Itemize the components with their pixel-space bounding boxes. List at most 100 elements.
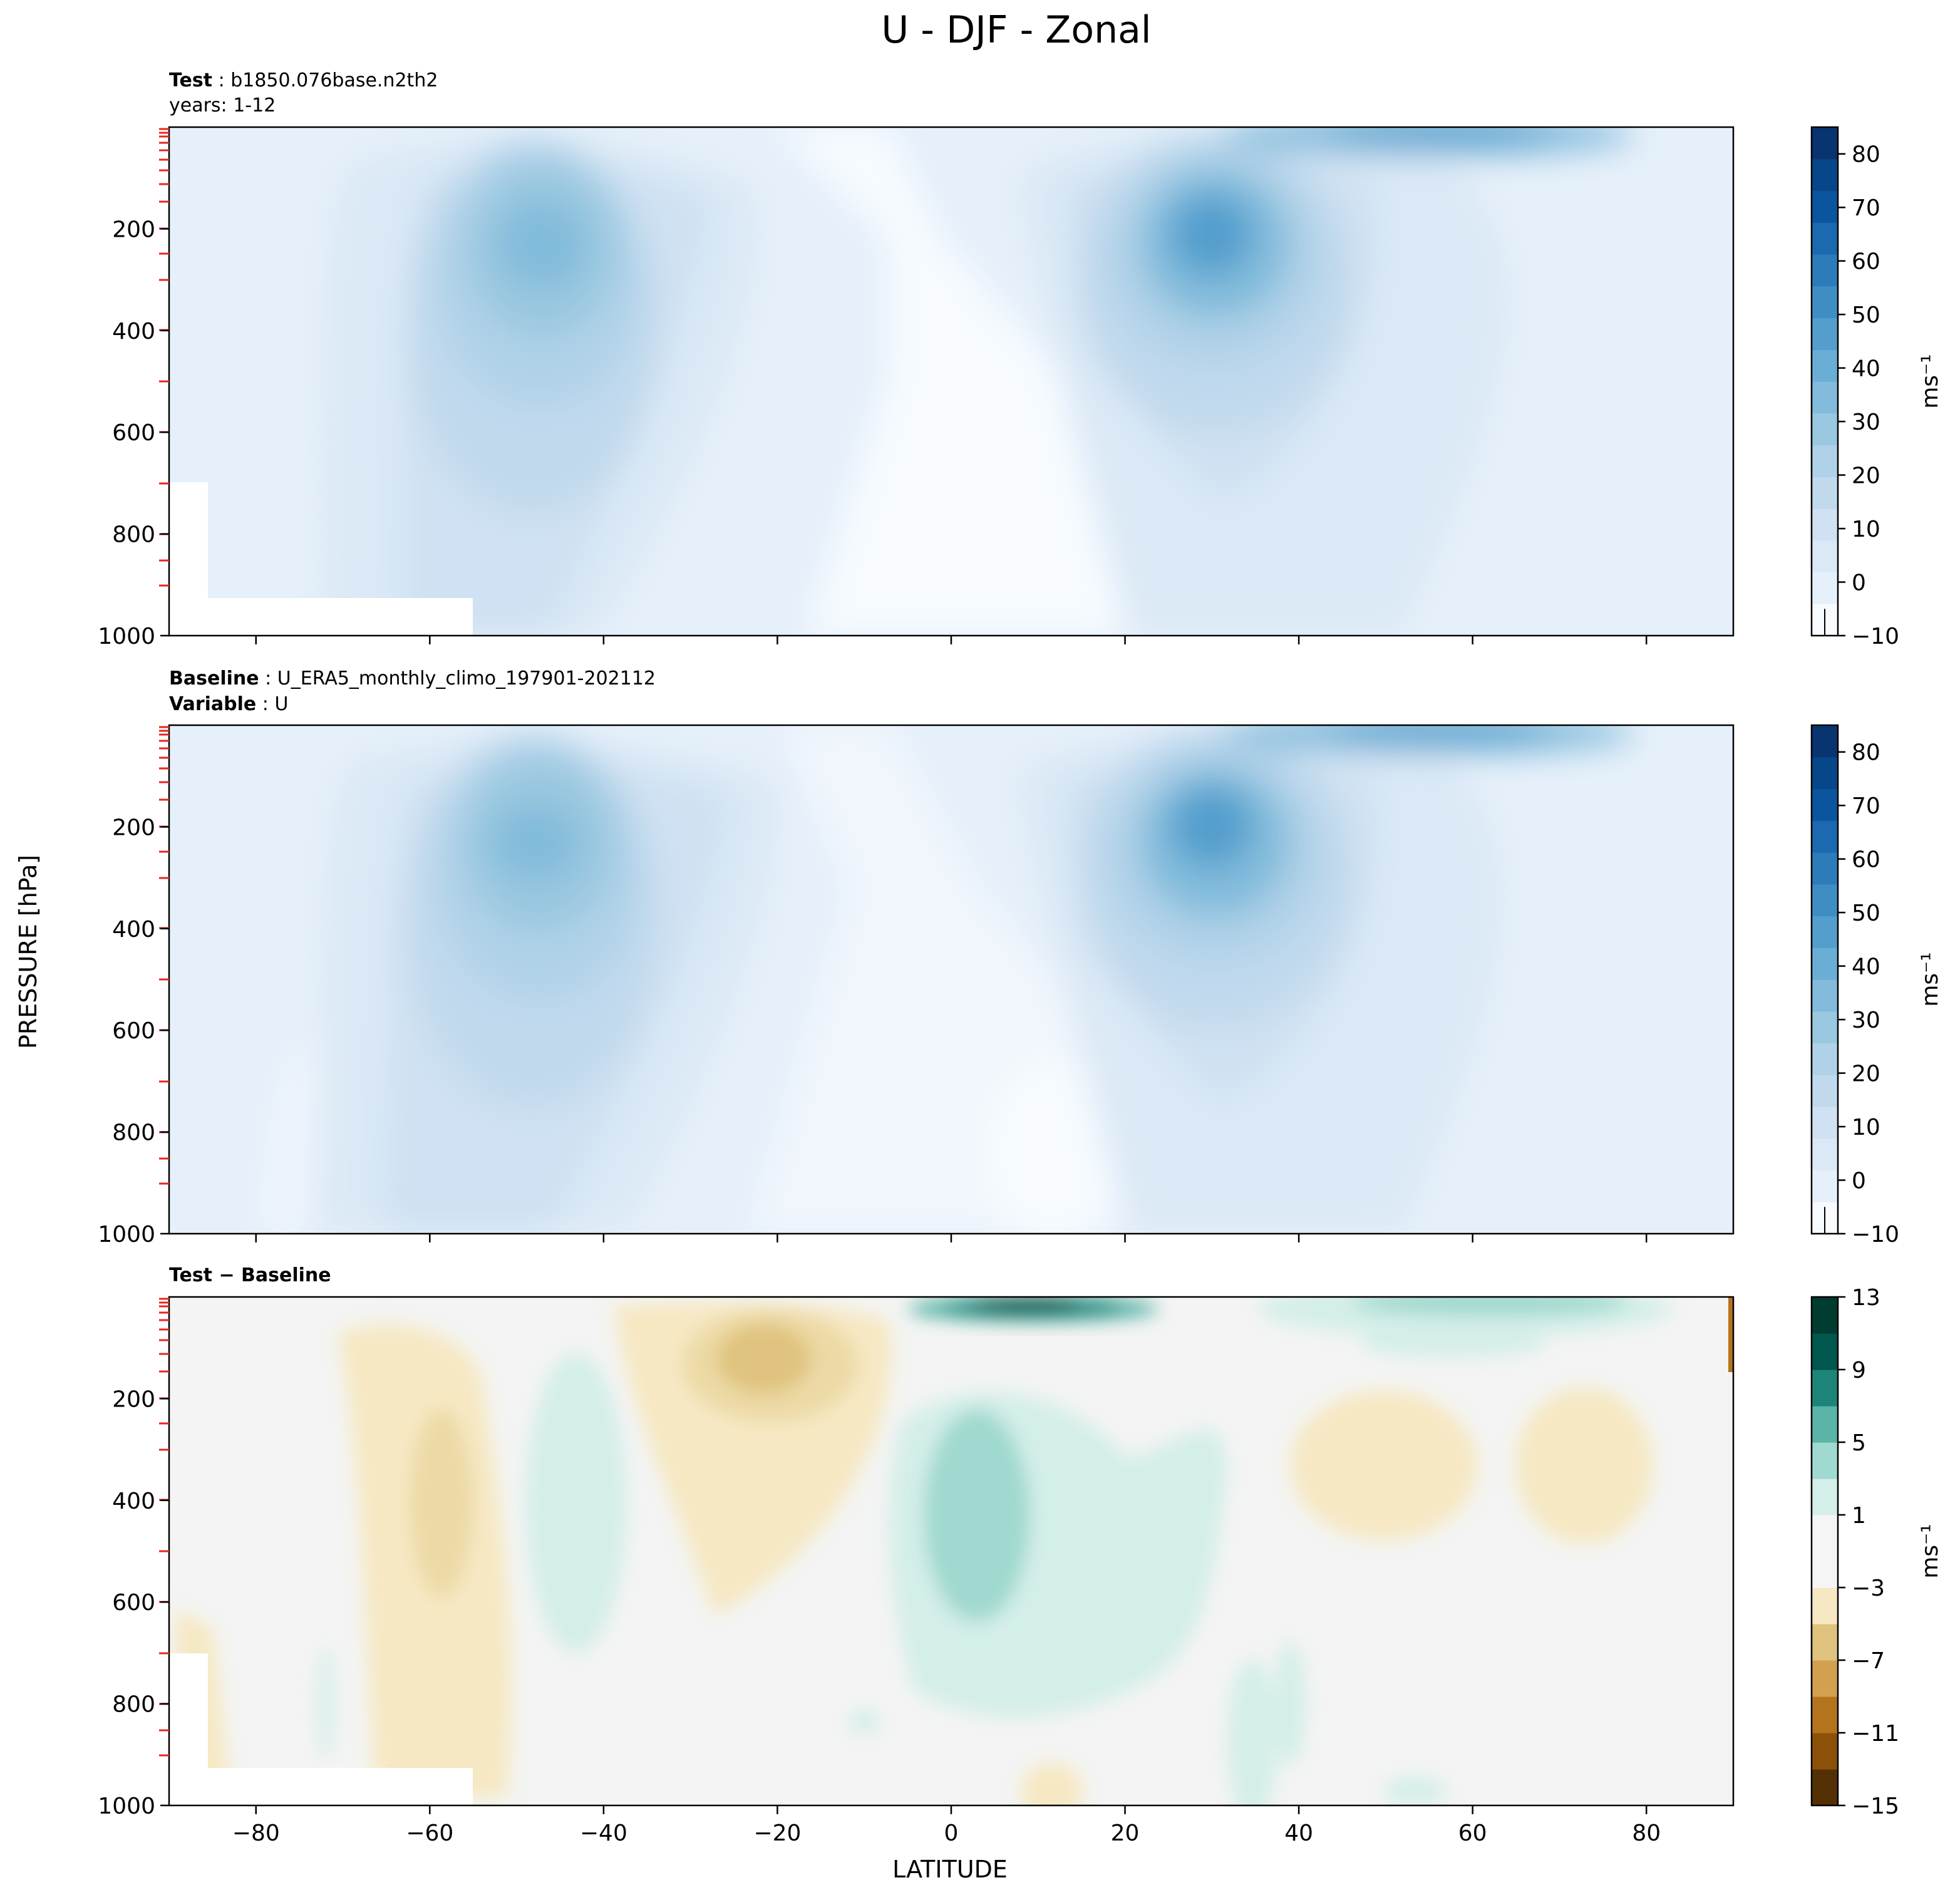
colorbar-segment bbox=[1812, 286, 1838, 319]
colorbar-segment bbox=[1812, 381, 1838, 414]
panel-test-contours bbox=[169, 127, 1733, 636]
panel-difference-level-markers bbox=[159, 1298, 169, 1757]
diff-pos-surface-small bbox=[848, 1711, 880, 1733]
figure-title: U - DJF - Zonal bbox=[881, 8, 1151, 52]
colorbar-tick-label: 70 bbox=[1852, 195, 1880, 221]
colorbar-segment bbox=[1812, 1479, 1838, 1515]
colorbar-segment bbox=[1812, 1011, 1838, 1044]
panel-baseline-level-markers bbox=[159, 726, 169, 1185]
y-tick-label: 600 bbox=[112, 420, 155, 446]
y-tick-label: 600 bbox=[112, 1590, 155, 1616]
colorbar-segment bbox=[1812, 1043, 1838, 1075]
colorbar-segment bbox=[1812, 127, 1838, 160]
colorbar-segment bbox=[1812, 947, 1838, 980]
colorbar-segment bbox=[1812, 190, 1838, 223]
panel-baseline-header-line2: Variable : U bbox=[169, 693, 288, 715]
panel-test-y-ticks: 200 400 600 800 1000 bbox=[98, 217, 169, 649]
colorbar-segment bbox=[1812, 1333, 1838, 1370]
panel-baseline-x-ticks bbox=[255, 1234, 1648, 1242]
y-tick-label: 200 bbox=[112, 815, 155, 840]
y-tick-label: 400 bbox=[112, 319, 155, 344]
panel-baseline-case-label: Baseline bbox=[169, 668, 259, 689]
x-tick-label: −80 bbox=[232, 1820, 280, 1846]
diff-pos-nh-surface bbox=[1227, 1660, 1277, 1805]
diff-pos-strato-highlat-core bbox=[1353, 1297, 1628, 1316]
panel-test: Test : b1850.076base.n2th2 years: 1-12 bbox=[98, 70, 1943, 649]
y-tick-label: 1000 bbox=[98, 624, 155, 649]
x-axis-label: LATITUDE bbox=[892, 1856, 1008, 1883]
panel-difference-x-ticks: −80 −60 −40 −20 0 20 40 60 80 bbox=[232, 1805, 1661, 1846]
colorbar-tick-label: 30 bbox=[1852, 410, 1880, 435]
test-nh-jet-core bbox=[1171, 194, 1252, 276]
panel-difference-y-ticks: 200 400 600 800 1000 bbox=[98, 1386, 169, 1819]
colorbar-segment bbox=[1812, 413, 1838, 446]
diff-pos-sh-polar-small bbox=[318, 1647, 333, 1760]
colorbar-tick-label: 70 bbox=[1852, 793, 1880, 819]
colorbar-segment bbox=[1812, 1442, 1838, 1479]
x-tick-label: 40 bbox=[1284, 1820, 1313, 1846]
colorbar-tick-label: 80 bbox=[1852, 740, 1880, 766]
panel-test-colorbar-label: ms⁻¹ bbox=[1917, 354, 1943, 408]
colorbar-tick-label: 20 bbox=[1852, 463, 1880, 489]
colorbar-tick-label: 80 bbox=[1852, 142, 1880, 168]
colorbar-segment bbox=[1812, 222, 1838, 255]
baseline-sh-jet-core bbox=[492, 805, 579, 880]
colorbar-segment bbox=[1812, 477, 1838, 509]
colorbar-segment bbox=[1812, 1406, 1838, 1443]
x-tick-label: 80 bbox=[1632, 1820, 1661, 1846]
panel-baseline-header-line1: Baseline : U_ERA5_monthly_climo_197901-2… bbox=[169, 668, 656, 689]
colorbar-segment bbox=[1812, 916, 1838, 948]
colorbar-tick-label: 50 bbox=[1852, 302, 1880, 328]
colorbar-frame bbox=[1810, 724, 1839, 1235]
colorbar-segment bbox=[1812, 1170, 1838, 1202]
colorbar-segment bbox=[1812, 1551, 1838, 1588]
panel-baseline: Baseline : U_ERA5_monthly_climo_197901-2… bbox=[98, 668, 1943, 1247]
colorbar-segment bbox=[1812, 884, 1838, 917]
colorbar-tick-label: 40 bbox=[1852, 954, 1880, 980]
y-tick-label: 1000 bbox=[98, 1222, 155, 1247]
colorbar-segment bbox=[1812, 1696, 1838, 1733]
colorbar-tick-label: 5 bbox=[1852, 1430, 1866, 1456]
diff-pos-sh-subtropics bbox=[526, 1353, 626, 1653]
colorbar-segment bbox=[1812, 318, 1838, 350]
panel-baseline-y-ticks: 200 400 600 800 1000 bbox=[98, 815, 169, 1247]
y-tick-label: 400 bbox=[112, 917, 155, 942]
diff-pos-tropics-core bbox=[924, 1409, 1030, 1622]
baseline-polar-stratospheric-jet-core bbox=[1328, 725, 1553, 741]
panel-test-colorbar: 80 70 60 50 40 30 20 10 0 −10 bbox=[1810, 126, 1899, 649]
y-tick-label: 600 bbox=[112, 1018, 155, 1044]
panel-difference-colorbar-label: ms⁻¹ bbox=[1917, 1524, 1943, 1578]
x-tick-label: 20 bbox=[1111, 1820, 1140, 1846]
colorbar-segment bbox=[1812, 852, 1838, 885]
x-tick-label: 0 bbox=[944, 1820, 959, 1846]
colorbar-tick-label: −3 bbox=[1852, 1576, 1885, 1601]
colorbar-segment bbox=[1812, 509, 1838, 541]
diff-strato-jet-anomaly bbox=[908, 1297, 1158, 1323]
colorbar-segment bbox=[1812, 788, 1838, 821]
panel-baseline-contours bbox=[169, 725, 1733, 1234]
panel-difference-header: Test − Baseline bbox=[169, 1264, 331, 1286]
x-tick-label: 60 bbox=[1458, 1820, 1487, 1846]
y-axis-label: PRESSURE [hPa] bbox=[14, 855, 42, 1049]
panel-test-x-ticks bbox=[255, 636, 1648, 644]
baseline-nh-jet-core bbox=[1171, 786, 1252, 867]
colorbar-segment bbox=[1812, 820, 1838, 853]
y-tick-label: 800 bbox=[112, 522, 155, 548]
panel-baseline-colon-2: : bbox=[256, 693, 274, 715]
colorbar-tick-label: 60 bbox=[1852, 249, 1880, 275]
colorbar-frame bbox=[1810, 126, 1839, 637]
colorbar-tick-label: 0 bbox=[1852, 571, 1866, 596]
colorbar-tick-label: 30 bbox=[1852, 1008, 1880, 1033]
panel-baseline-variable-label: Variable bbox=[169, 693, 256, 715]
y-tick-label: 200 bbox=[112, 217, 155, 242]
panel-difference-colorbar: 13 9 5 1 −3 −7 −11 −15 bbox=[1810, 1285, 1899, 1819]
x-tick-label: −60 bbox=[406, 1820, 453, 1846]
colorbar-tick-label: 0 bbox=[1852, 1169, 1866, 1194]
panel-test-case-label: Test bbox=[169, 70, 212, 91]
diff-pos-strato-nh-lower bbox=[1359, 1329, 1547, 1357]
y-tick-label: 400 bbox=[112, 1489, 155, 1514]
test-sh-jet-core bbox=[498, 200, 585, 288]
diff-strato-jet-core bbox=[974, 1299, 1080, 1311]
diff-np-edge bbox=[1728, 1297, 1733, 1372]
y-tick-label: 800 bbox=[112, 1692, 155, 1718]
